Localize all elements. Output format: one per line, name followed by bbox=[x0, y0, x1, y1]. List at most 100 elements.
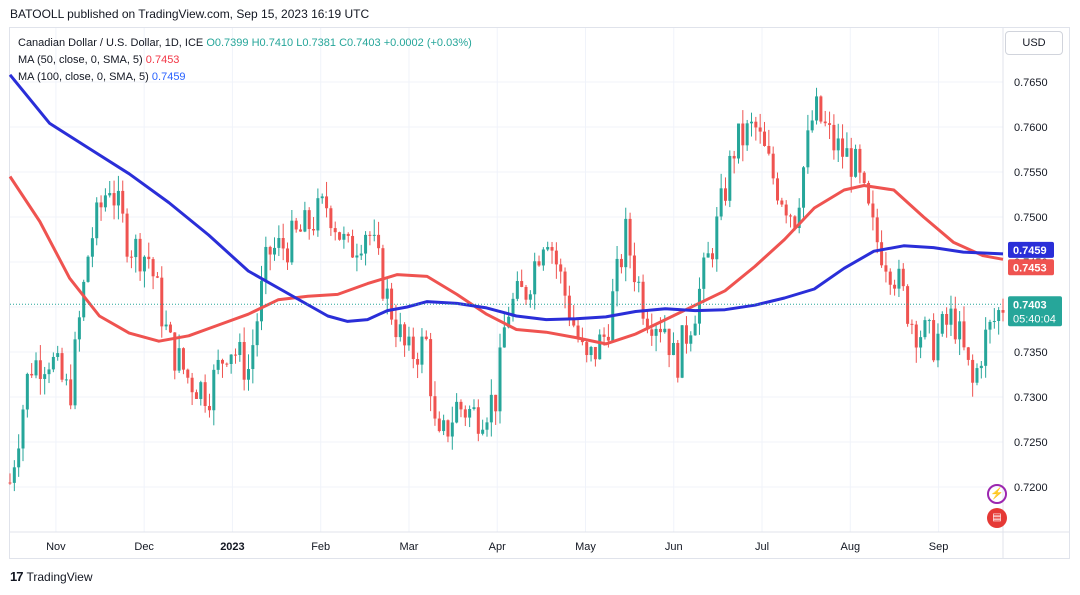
candle-body bbox=[706, 253, 710, 258]
candle-body bbox=[203, 382, 207, 406]
candle-body bbox=[17, 448, 21, 468]
candle-body bbox=[823, 121, 827, 124]
candle-body bbox=[654, 328, 658, 336]
low-value: L0.7381 bbox=[296, 37, 336, 49]
candle-body bbox=[338, 232, 342, 240]
x-tick-label: Aug bbox=[841, 541, 861, 553]
candle-body bbox=[884, 265, 888, 272]
candle-body bbox=[854, 148, 858, 177]
candle-body bbox=[307, 210, 311, 230]
candle-body bbox=[12, 467, 16, 483]
x-tick-label: Jul bbox=[755, 541, 769, 553]
candle-body bbox=[702, 257, 706, 289]
candle-body bbox=[251, 345, 255, 370]
ma50-value: 0.7453 bbox=[145, 54, 180, 66]
candle-body bbox=[481, 429, 485, 434]
legend-ma100-row[interactable]: MA (100, close, 0, SMA, 5) 0.7459 bbox=[18, 69, 472, 86]
candle-body bbox=[572, 319, 576, 326]
candle-body bbox=[420, 336, 424, 365]
candle-body bbox=[168, 324, 172, 333]
candle-body bbox=[559, 264, 563, 272]
candle-body bbox=[303, 210, 307, 232]
candle-body bbox=[364, 234, 368, 254]
candle-body bbox=[125, 213, 129, 257]
candle-body bbox=[953, 308, 957, 340]
publisher-line: BATOOLL published on TradingView.com, Se… bbox=[10, 7, 370, 21]
candle-body bbox=[242, 341, 246, 380]
legend-symbol-row[interactable]: Canadian Dollar / U.S. Dollar, 1D, ICE O… bbox=[18, 35, 472, 52]
x-tick-label: Feb bbox=[311, 541, 330, 553]
candle-body bbox=[940, 313, 944, 334]
candle-body bbox=[680, 325, 684, 378]
candle-body bbox=[294, 220, 298, 230]
candle-body bbox=[281, 238, 285, 249]
candle-body bbox=[966, 347, 970, 360]
candle-body bbox=[958, 321, 962, 340]
candle-body bbox=[949, 308, 953, 325]
candle-body bbox=[901, 268, 905, 287]
candle-body bbox=[186, 369, 190, 378]
candle-body bbox=[832, 124, 836, 151]
candle-body bbox=[468, 408, 472, 418]
candle-body bbox=[732, 155, 736, 159]
high-value: H0.7410 bbox=[251, 37, 294, 49]
candle-body bbox=[754, 121, 758, 128]
currency-button[interactable]: USD bbox=[1005, 31, 1063, 55]
candle-body bbox=[82, 281, 86, 318]
candle-body bbox=[372, 234, 376, 236]
candle-body bbox=[502, 327, 506, 348]
candle-body bbox=[138, 238, 142, 272]
ma50-price-tag: 0.7453 bbox=[1013, 262, 1047, 274]
candle-body bbox=[819, 96, 823, 122]
candle-body bbox=[233, 354, 237, 356]
candle-body bbox=[897, 268, 901, 289]
candle-body bbox=[984, 329, 988, 366]
candle-body bbox=[971, 359, 975, 383]
legend-ma50-row[interactable]: MA (50, close, 0, SMA, 5) 0.7453 bbox=[18, 52, 472, 69]
candle-body bbox=[511, 298, 515, 317]
lightning-icon[interactable]: ⚡ bbox=[987, 484, 1007, 504]
candle-body bbox=[841, 138, 845, 157]
candle-body bbox=[728, 155, 732, 201]
candle-body bbox=[875, 217, 879, 243]
candle-body bbox=[507, 316, 511, 328]
candle-body bbox=[667, 328, 671, 356]
candle-body bbox=[676, 342, 680, 378]
candle-body bbox=[524, 286, 528, 300]
candle-body bbox=[858, 148, 862, 173]
candle-body bbox=[914, 324, 918, 348]
x-tick-label: 2023 bbox=[220, 541, 244, 553]
candle-body bbox=[8, 482, 12, 484]
candle-body bbox=[810, 120, 814, 131]
candle-body bbox=[849, 148, 853, 177]
candle-body bbox=[25, 373, 29, 410]
candle-body bbox=[893, 284, 897, 289]
candle-body bbox=[641, 281, 645, 319]
candle-body bbox=[177, 348, 181, 371]
candle-body bbox=[43, 374, 47, 379]
candle-body bbox=[988, 321, 992, 330]
ma50-price-tag-bg bbox=[1008, 259, 1054, 276]
candle-body bbox=[398, 324, 402, 338]
x-tick-label: Nov bbox=[46, 541, 66, 553]
candle-body bbox=[485, 422, 489, 430]
candle-body bbox=[923, 320, 927, 338]
candle-body bbox=[489, 394, 493, 423]
candle-body bbox=[377, 234, 381, 249]
candle-body bbox=[273, 247, 277, 255]
candle-body bbox=[723, 188, 727, 201]
candle-body bbox=[776, 178, 780, 201]
candle-body bbox=[446, 420, 450, 437]
y-tick-label: 0.7300 bbox=[1014, 392, 1048, 404]
last-price-tag: 0.7403 bbox=[1013, 299, 1047, 311]
candle-body bbox=[867, 182, 871, 204]
candle-body bbox=[116, 190, 120, 206]
candle-body bbox=[650, 329, 654, 336]
candle-body bbox=[255, 321, 259, 346]
candle-body bbox=[528, 294, 532, 300]
ma100-value: 0.7459 bbox=[151, 71, 186, 83]
x-tick-label: Dec bbox=[134, 541, 154, 553]
flag-icon[interactable]: ▤ bbox=[987, 508, 1007, 528]
candle-body bbox=[684, 325, 688, 344]
